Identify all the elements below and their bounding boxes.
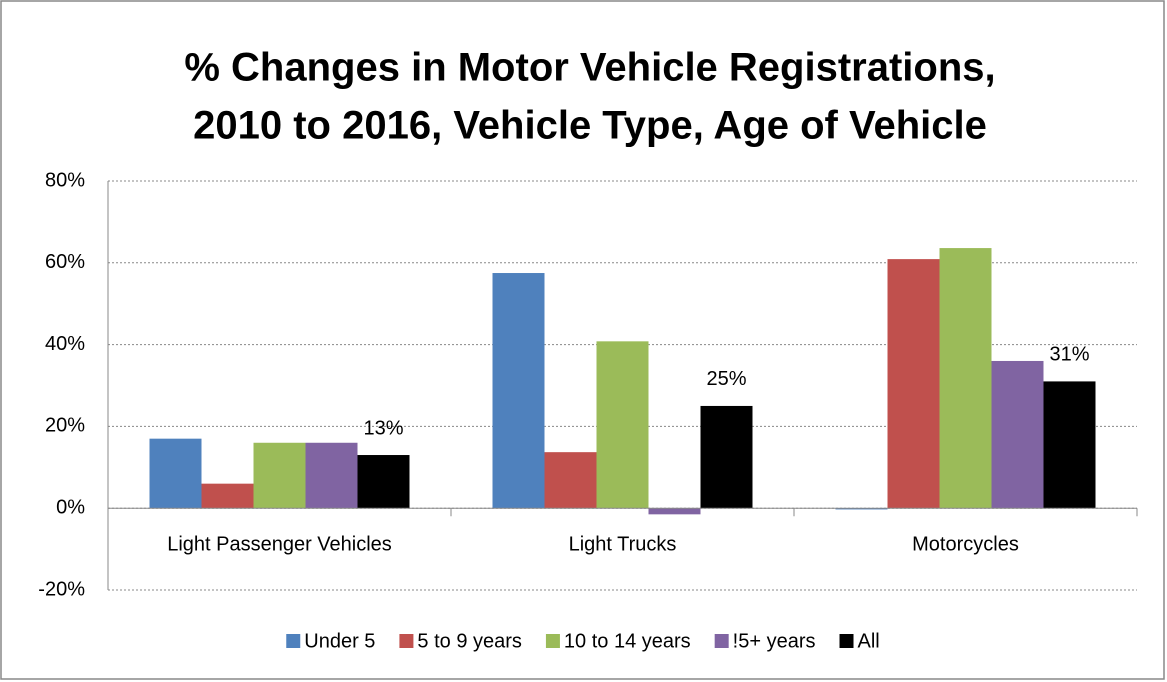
- bar: [991, 360, 1044, 509]
- x-tick-label: Light Passenger Vehicles: [167, 533, 392, 555]
- bar: [648, 508, 701, 515]
- bar: [253, 442, 306, 509]
- x-tick-label: Light Trucks: [569, 533, 677, 555]
- bar: [835, 508, 888, 510]
- x-tick-label: Motorcycles: [912, 533, 1019, 555]
- data-label: 13%: [363, 417, 403, 439]
- chart-title: 2010 to 2016, Vehicle Type, Age of Vehic…: [193, 104, 987, 148]
- y-tick-label: 80%: [45, 169, 85, 191]
- bar: [700, 405, 753, 509]
- bar: [544, 452, 597, 509]
- bar: [201, 483, 254, 509]
- legend-swatch: [286, 634, 301, 648]
- legend-label: All: [858, 630, 880, 652]
- legend-label: !5+ years: [733, 630, 816, 652]
- y-tick-label: 20%: [45, 415, 85, 437]
- bar: [939, 248, 992, 509]
- data-label: 25%: [706, 368, 746, 390]
- legend-swatch: [545, 634, 560, 648]
- y-tick-label: 40%: [45, 333, 85, 355]
- chart-title: % Changes in Motor Vehicle Registrations…: [184, 46, 995, 90]
- legend-swatch: [714, 634, 729, 648]
- bar: [1043, 381, 1096, 509]
- y-tick-label: 0%: [56, 496, 85, 518]
- bar: [357, 455, 410, 509]
- legend-label: 5 to 9 years: [417, 630, 522, 652]
- bar: [596, 341, 649, 509]
- data-label: 31%: [1049, 344, 1089, 366]
- legend-label: 10 to 14 years: [564, 630, 691, 652]
- legend-swatch: [839, 634, 854, 648]
- bar: [305, 442, 358, 509]
- bar: [887, 259, 940, 509]
- legend-label: Under 5: [304, 630, 375, 652]
- legend-swatch: [399, 634, 414, 648]
- y-tick-label: -20%: [38, 578, 85, 600]
- bar: [492, 273, 545, 509]
- bar: [149, 438, 202, 509]
- y-tick-label: 60%: [45, 251, 85, 273]
